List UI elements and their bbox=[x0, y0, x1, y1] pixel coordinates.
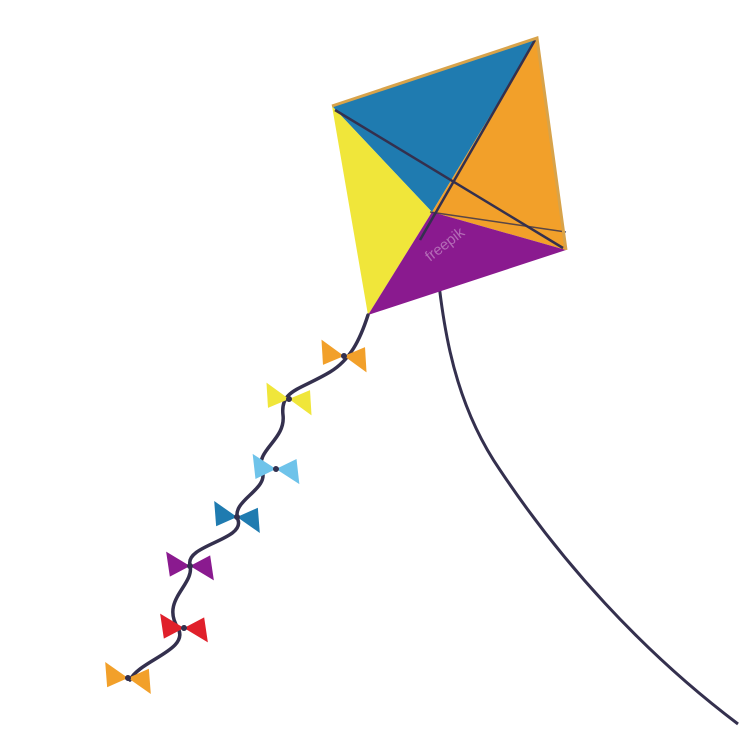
tail-bow-6 bbox=[160, 613, 208, 643]
tail-bow-1 bbox=[321, 339, 367, 373]
tail-bow-5 bbox=[166, 551, 214, 581]
bow-left-wing bbox=[214, 501, 237, 527]
bow-knot bbox=[187, 563, 193, 569]
kite-right-panel bbox=[432, 38, 566, 250]
tail-bow-2 bbox=[266, 382, 312, 416]
kite-tail-string bbox=[128, 313, 370, 682]
bow-right-wing bbox=[237, 507, 260, 533]
bow-knot bbox=[125, 675, 131, 681]
kite-top-panel bbox=[332, 38, 537, 212]
bow-left-wing bbox=[105, 662, 128, 688]
bow-right-wing bbox=[190, 555, 214, 581]
tail-bow-4 bbox=[214, 501, 260, 533]
bow-left-wing bbox=[252, 453, 276, 479]
kite: freepik bbox=[331, 36, 568, 315]
kite-left-panel bbox=[332, 106, 432, 315]
bow-knot bbox=[341, 353, 347, 359]
kite-frame-edge bbox=[331, 36, 568, 251]
bow-knot bbox=[234, 514, 240, 520]
kite-spar-diagonal-a bbox=[334, 108, 564, 250]
bow-knot bbox=[181, 625, 187, 631]
bow-right-wing bbox=[289, 390, 312, 416]
bow-left-wing bbox=[266, 382, 289, 408]
bow-right-wing bbox=[344, 347, 367, 373]
kite-flying-string bbox=[430, 211, 739, 726]
tail-bow-3 bbox=[252, 453, 300, 485]
bow-right-wing bbox=[276, 459, 300, 485]
kite-spar-diagonal-b bbox=[418, 39, 537, 241]
bow-right-wing bbox=[184, 617, 208, 643]
bow-knot bbox=[286, 396, 292, 402]
bow-left-wing bbox=[160, 613, 184, 639]
bow-knot bbox=[273, 466, 279, 472]
kite-bottom-panel bbox=[368, 212, 566, 315]
bow-right-wing bbox=[128, 668, 151, 694]
bow-left-wing bbox=[321, 339, 344, 365]
bow-left-wing bbox=[166, 551, 190, 577]
tail-bow-7 bbox=[105, 662, 151, 694]
kite-spar-arc bbox=[429, 211, 567, 233]
